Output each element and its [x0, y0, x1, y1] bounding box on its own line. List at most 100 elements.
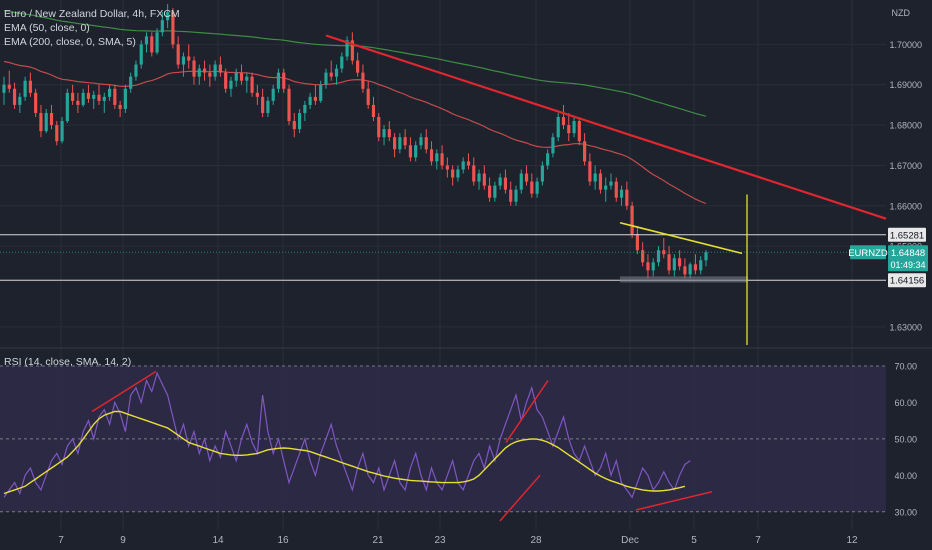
candle — [350, 32, 354, 65]
candle-body — [598, 173, 603, 190]
candle-body — [556, 117, 560, 138]
candle-body — [567, 125, 571, 134]
candle — [2, 76, 6, 105]
candle-body — [345, 40, 349, 57]
candle — [662, 238, 666, 259]
candle — [535, 177, 539, 198]
candle-body — [445, 165, 449, 170]
candle — [435, 149, 439, 170]
candle-body — [134, 64, 138, 77]
symbol-tag: EURNZD — [848, 245, 888, 260]
candle — [76, 92, 80, 113]
candle — [519, 169, 523, 194]
candle — [134, 60, 138, 81]
candle — [382, 125, 386, 146]
candle-body — [192, 60, 196, 77]
candle — [429, 141, 434, 166]
candle — [261, 88, 265, 118]
candle-body — [641, 250, 645, 263]
candle-body — [382, 129, 386, 138]
candle-body — [429, 149, 434, 162]
candle — [356, 52, 360, 77]
candle-body — [123, 88, 127, 109]
candle — [271, 84, 275, 105]
candle-body — [398, 137, 402, 150]
y-tick-label: 1.63000 — [889, 322, 922, 332]
candle — [7, 70, 11, 93]
upper-level-tag: 1.65281 — [888, 227, 926, 242]
rsi-tick-label: 60.00 — [894, 398, 917, 408]
candle-body — [361, 72, 365, 89]
currency-label: NZD — [891, 8, 911, 18]
candle — [556, 112, 560, 142]
candle — [667, 246, 671, 275]
upper-level-tag-text: 1.65281 — [890, 230, 924, 241]
candle — [12, 82, 17, 109]
candle — [461, 157, 465, 174]
candle-body — [224, 72, 228, 89]
candle — [614, 177, 618, 202]
symbol-tag-bg — [850, 245, 886, 260]
candle-body — [171, 12, 175, 45]
candle — [514, 185, 518, 206]
candle — [651, 258, 655, 277]
candle — [482, 165, 486, 190]
candle-body — [704, 252, 708, 261]
candle — [166, 4, 170, 29]
candle — [28, 72, 32, 97]
candle — [81, 88, 85, 107]
candle-body — [202, 68, 207, 73]
candle — [414, 141, 418, 162]
candle-body — [451, 169, 455, 178]
candle — [65, 88, 69, 124]
candle — [218, 56, 222, 77]
candle — [71, 84, 75, 105]
candle — [572, 117, 576, 138]
candle — [493, 181, 497, 202]
candle — [107, 84, 112, 101]
candle — [55, 121, 59, 146]
candle-body — [303, 104, 307, 113]
candle-body — [577, 121, 581, 142]
candle — [583, 133, 587, 166]
candle-body — [472, 165, 476, 182]
candle-body — [625, 189, 629, 206]
lower-level-tag-bg — [888, 273, 926, 288]
candles — [2, 4, 708, 279]
candle — [92, 90, 96, 109]
candle-body — [319, 84, 323, 101]
last-price-bg — [888, 245, 928, 272]
candle — [688, 262, 692, 279]
candle-body — [2, 84, 6, 93]
candle — [34, 88, 38, 118]
candle — [86, 84, 91, 103]
y-tick-label: 1.69000 — [889, 80, 922, 90]
ema50-line — [3, 60, 707, 205]
rsi-legend: RSI (14, close, SMA, 14, 2) — [4, 356, 132, 368]
candle-body — [129, 76, 133, 89]
candle-body — [287, 88, 291, 122]
candle-body — [667, 254, 671, 271]
candle — [498, 173, 502, 190]
candle — [366, 80, 370, 109]
candle-body — [39, 112, 43, 132]
rsi-divergence-line — [91, 370, 157, 413]
candle — [456, 165, 460, 182]
x-tick-label: 21 — [372, 535, 384, 546]
candle — [445, 157, 449, 178]
candle-body — [403, 137, 407, 146]
candle — [419, 133, 423, 150]
x-tick-label: Dec — [621, 535, 639, 546]
candle-body — [60, 121, 64, 142]
candle — [540, 161, 544, 186]
candle — [625, 181, 629, 210]
candle — [334, 64, 339, 85]
candle — [678, 250, 682, 271]
candle — [18, 92, 22, 113]
candle-body — [356, 60, 360, 73]
candle — [266, 96, 270, 118]
rsi-tick-label: 30.00 — [894, 507, 917, 517]
candle — [530, 173, 534, 198]
